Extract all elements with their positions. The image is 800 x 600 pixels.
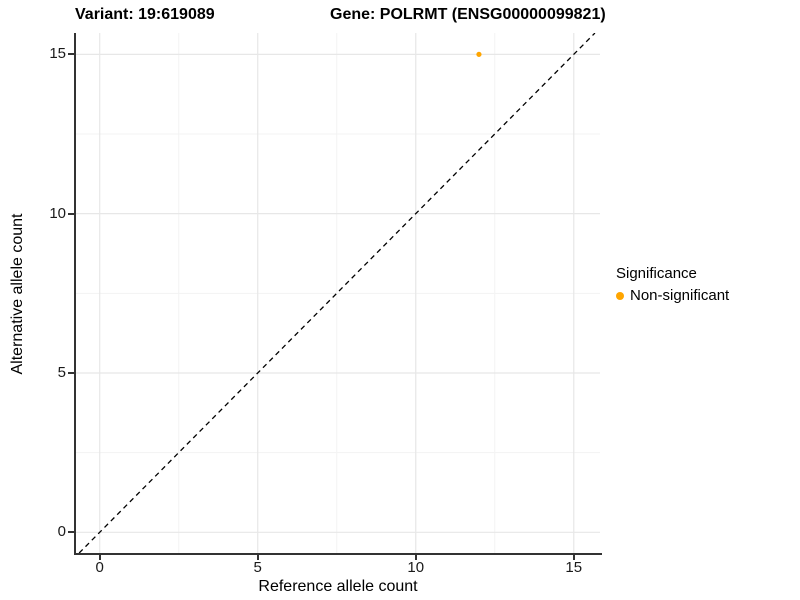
y-tick-mark bbox=[68, 371, 74, 374]
x-tick-label: 15 bbox=[565, 559, 583, 576]
y-axis-line bbox=[74, 33, 76, 555]
plot-title-variant: Variant: 19:619089 bbox=[75, 6, 215, 23]
x-tick-label: 5 bbox=[253, 559, 262, 576]
y-tick-mark bbox=[68, 531, 74, 534]
plot-panel bbox=[76, 32, 600, 554]
y-tick-label: 5 bbox=[57, 363, 66, 381]
y-tick-mark bbox=[68, 53, 74, 56]
legend-title: Significance bbox=[616, 265, 697, 282]
x-axis-line bbox=[74, 553, 602, 555]
y-tick-mark bbox=[68, 212, 74, 215]
plot-title-gene: Gene: POLRMT (ENSG00000099821) bbox=[330, 6, 606, 23]
y-tick-label: 0 bbox=[57, 523, 66, 541]
x-tick-mark bbox=[572, 555, 575, 560]
legend-item: Non-significant bbox=[616, 287, 729, 304]
data-point bbox=[476, 51, 482, 57]
x-axis-title: Reference allele count bbox=[258, 578, 418, 595]
legend-point-icon bbox=[616, 291, 624, 300]
y-axis-title: Alternative allele count bbox=[9, 213, 26, 375]
x-tick-mark bbox=[256, 555, 259, 560]
x-tick-mark bbox=[98, 555, 101, 560]
x-tick-label: 0 bbox=[95, 559, 104, 576]
legend-item-label: Non-significant bbox=[630, 287, 730, 304]
legend: Significance Non-significant bbox=[616, 265, 729, 304]
x-tick-label: 10 bbox=[407, 559, 425, 576]
x-tick-mark bbox=[414, 555, 417, 560]
plot-area bbox=[76, 32, 600, 554]
y-tick-label: 15 bbox=[49, 45, 66, 63]
y-tick-label: 10 bbox=[49, 204, 66, 222]
